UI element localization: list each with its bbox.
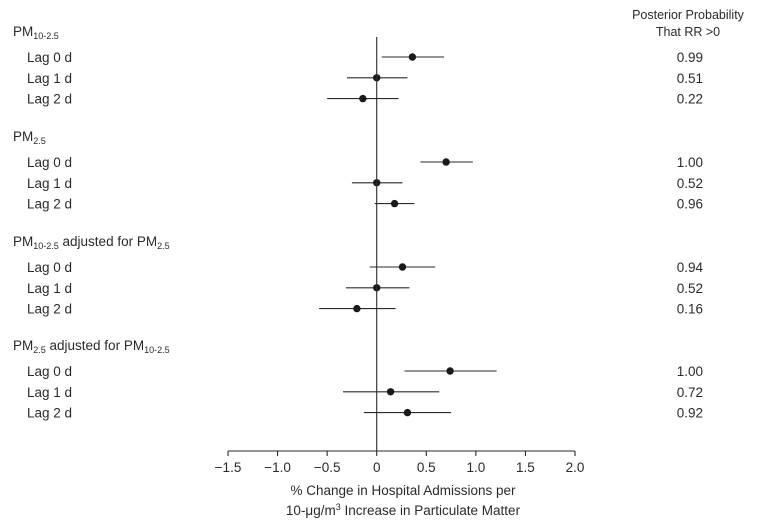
- group-title: PM2.5 adjusted for PM10-2.5: [13, 338, 170, 355]
- estimate-row: Lag 1 d 0.52: [27, 176, 703, 191]
- estimate-row: Lag 2 d 0.96: [27, 197, 703, 212]
- x-tick-label: 0: [373, 460, 381, 475]
- group-title-main: PM: [13, 234, 33, 249]
- x-tick-label: 1.0: [466, 460, 485, 475]
- point-estimate: [403, 408, 412, 417]
- estimate-row: Lag 1 d 0.72: [27, 385, 703, 400]
- row-label: Lag 2 d: [27, 92, 72, 107]
- point-estimate: [359, 94, 367, 103]
- x-axis-title-line-2-start: 10-μg/m: [286, 503, 336, 518]
- group-title-subscript: 2.5: [33, 345, 46, 355]
- point-estimate: [408, 53, 417, 61]
- group-title-rest-subscript: 10-2.5: [144, 345, 170, 355]
- posterior-probability: 1.00: [677, 364, 703, 379]
- point-estimate: [390, 199, 399, 208]
- posterior-probability: 0.52: [677, 281, 703, 296]
- point-estimate: [442, 158, 450, 166]
- posterior-probability: 0.72: [677, 385, 703, 400]
- group-title: PM2.5: [13, 129, 46, 146]
- point-estimate: [353, 304, 361, 313]
- row-label: Lag 0 d: [27, 364, 72, 379]
- estimate-row: Lag 2 d 0.92: [27, 406, 703, 421]
- x-tick-label: −1.5: [215, 460, 242, 475]
- row-label: Lag 2 d: [27, 302, 72, 317]
- estimate-row: Lag 0 d 1.00: [27, 364, 703, 379]
- posterior-probability: 0.99: [677, 50, 703, 65]
- group-title-rest: adjusted for PM: [59, 234, 157, 249]
- posterior-probability: 0.22: [677, 92, 703, 107]
- x-tick-label: −1.0: [264, 460, 291, 475]
- x-axis-title-line-1: % Change in Hospital Admissions per: [290, 483, 516, 498]
- probability-header-line-2: That RR >0: [656, 25, 720, 39]
- point-estimate: [386, 388, 395, 396]
- estimate-row: Lag 0 d 0.99: [27, 50, 703, 65]
- point-estimate: [446, 367, 454, 375]
- posterior-probability: 0.94: [677, 260, 704, 275]
- x-tick-label: 1.5: [516, 460, 535, 475]
- row-label: Lag 2 d: [27, 406, 72, 421]
- group-title-subscript: 2.5: [33, 136, 46, 146]
- row-label: Lag 0 d: [27, 260, 72, 275]
- row-label: Lag 1 d: [27, 385, 72, 400]
- row-label: Lag 1 d: [27, 71, 72, 86]
- group-title-subscript: 10-2.5: [33, 241, 59, 251]
- x-tick-label: −0.5: [314, 460, 341, 475]
- group-title-main: PM: [13, 338, 33, 353]
- posterior-probability: 0.52: [677, 176, 703, 191]
- posterior-probability: 0.16: [677, 302, 703, 317]
- row-label: Lag 1 d: [27, 281, 72, 296]
- group-1: PM2.5 Lag 0 d 1.00 Lag 1 d 0.52 Lag 2 d 0.96: [13, 129, 703, 212]
- group-title-rest: adjusted for PM: [46, 338, 144, 353]
- estimate-row: Lag 0 d 1.00: [27, 155, 703, 170]
- group-title-rest-subscript: 2.5: [157, 241, 170, 251]
- x-axis: −1.5 −1.0 −0.5 0 0.5 1.0 1.5 2.0: [215, 37, 585, 475]
- x-tick-label: 0.5: [417, 460, 436, 475]
- row-label: Lag 0 d: [27, 50, 72, 65]
- point-estimate: [398, 263, 407, 271]
- posterior-probability: 1.00: [677, 155, 703, 170]
- estimate-row: Lag 2 d 0.22: [27, 92, 703, 107]
- posterior-probability: 0.92: [677, 406, 703, 421]
- row-label: Lag 0 d: [27, 155, 72, 170]
- x-axis-title: % Change in Hospital Admissions per 10-μ…: [286, 483, 521, 518]
- estimate-row: Lag 1 d 0.51: [27, 71, 703, 86]
- probability-header-line-1: Posterior Probability: [632, 8, 745, 22]
- row-label: Lag 2 d: [27, 197, 72, 212]
- group-title: PM10-2.5: [13, 24, 59, 41]
- group-0: PM10-2.5 Lag 0 d 0.99 Lag 1 d 0.51 Lag 2 d 0.2…: [13, 24, 703, 107]
- posterior-probability: 0.96: [677, 197, 703, 212]
- estimate-row: Lag 2 d 0.16: [27, 302, 703, 317]
- estimate-row: Lag 0 d 0.94: [27, 260, 703, 275]
- probability-column-header: Posterior Probability That RR >0: [632, 8, 745, 39]
- x-axis-title-line-2-end: Increase in Particulate Matter: [341, 503, 521, 518]
- x-axis-title-line-2: 10-μg/m3 Increase in Particulate Matter: [286, 502, 521, 518]
- group-title: PM10-2.5 adjusted for PM2.5: [13, 234, 170, 251]
- x-axis-title-superscript: 3: [336, 502, 341, 512]
- group-title-main: PM: [13, 129, 33, 144]
- estimate-row: Lag 1 d 0.52: [27, 281, 703, 296]
- row-label: Lag 1 d: [27, 176, 72, 191]
- x-tick-label: 2.0: [566, 460, 585, 475]
- posterior-probability: 0.51: [677, 71, 703, 86]
- group-title-main: PM: [13, 24, 33, 39]
- group-title-subscript: 10-2.5: [33, 31, 59, 41]
